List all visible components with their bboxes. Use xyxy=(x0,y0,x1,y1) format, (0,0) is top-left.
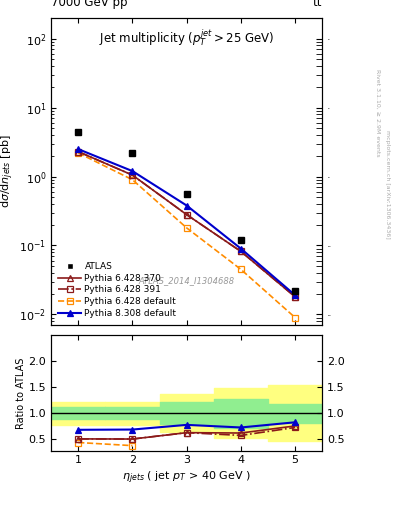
Text: mcplots.cern.ch [arXiv:1306.3436]: mcplots.cern.ch [arXiv:1306.3436] xyxy=(385,130,389,239)
Legend: ATLAS, Pythia 6.428 370, Pythia 6.428 391, Pythia 6.428 default, Pythia 8.308 de: ATLAS, Pythia 6.428 370, Pythia 6.428 39… xyxy=(55,260,179,321)
X-axis label: $\eta_{jets}$ ( jet $p_T$ > 40 GeV ): $\eta_{jets}$ ( jet $p_T$ > 40 GeV ) xyxy=(122,470,251,486)
Text: 7000 GeV pp: 7000 GeV pp xyxy=(51,0,128,9)
Y-axis label: Ratio to ATLAS: Ratio to ATLAS xyxy=(16,357,26,429)
Text: Jet multiplicity ($p_T^{jet}>25$ GeV): Jet multiplicity ($p_T^{jet}>25$ GeV) xyxy=(99,27,274,48)
Text: Rivet 3.1.10, ≥ 2.9M events: Rivet 3.1.10, ≥ 2.9M events xyxy=(375,69,380,157)
Text: ATLAS_2014_I1304688: ATLAS_2014_I1304688 xyxy=(139,276,235,285)
Text: tt: tt xyxy=(313,0,322,9)
Y-axis label: d$\sigma$/d$n_{jets}$ [pb]: d$\sigma$/d$n_{jets}$ [pb] xyxy=(0,135,17,208)
